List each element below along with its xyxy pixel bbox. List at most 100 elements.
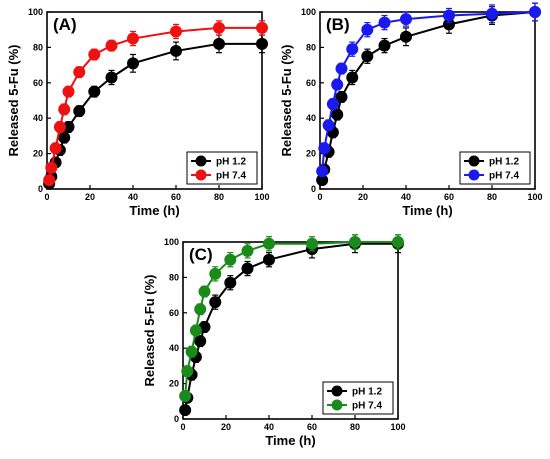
y-tick-label: 60 [33, 78, 43, 88]
x-tick-label: 100 [254, 192, 269, 202]
data-point [181, 365, 194, 378]
data-point [179, 389, 192, 402]
y-tick-label: 60 [169, 308, 179, 318]
series-1 [179, 234, 404, 402]
data-point [62, 121, 75, 134]
y-tick-label: 100 [301, 7, 316, 17]
data-point [331, 78, 344, 91]
data-point [105, 71, 118, 84]
legend-marker [468, 155, 480, 167]
data-point [361, 50, 374, 63]
x-axis-label: Time (h) [129, 203, 179, 218]
x-tick-label: 60 [307, 422, 317, 432]
x-tick-label: 0 [317, 192, 322, 202]
legend-label: pH 7.4 [352, 401, 382, 412]
chart-panel-0: 0 20 40 60 80 100 0 20 40 60 80 100 Time (h) Released… [6, 7, 270, 218]
y-tick-label: 60 [306, 78, 316, 88]
y-tick-label: 40 [33, 113, 43, 123]
data-point [241, 262, 254, 275]
x-tick-label: 100 [527, 192, 542, 202]
data-point [53, 121, 66, 134]
legend-label: pH 7.4 [489, 171, 519, 182]
data-point [443, 18, 455, 31]
data-point [443, 9, 455, 22]
x-tick-label: 0 [44, 192, 49, 202]
data-point [185, 345, 198, 358]
x-axis-label: Time (h) [265, 433, 315, 448]
x-tick-label: 0 [180, 422, 185, 432]
data-point [224, 253, 237, 266]
data-point [241, 244, 254, 257]
legend: pH 1.2 pH 7.4 [459, 151, 531, 185]
x-tick-label: 40 [401, 192, 411, 202]
data-point [486, 7, 498, 20]
x-axis-label: Time (h) [402, 203, 452, 218]
data-point [198, 285, 211, 298]
y-tick-label: 100 [28, 7, 43, 17]
chart-panel-1: 0 20 40 60 80 100 0 20 40 60 80 100 Time (h) Released… [279, 2, 543, 218]
panel-label: (A) [53, 15, 77, 34]
x-tick-label: 100 [390, 422, 405, 432]
x-tick-label: 20 [85, 192, 95, 202]
data-point [316, 165, 329, 178]
data-point [213, 37, 225, 50]
x-tick-label: 80 [350, 422, 360, 432]
x-tick-label: 80 [487, 192, 497, 202]
data-point [306, 237, 318, 250]
data-point [335, 90, 348, 103]
legend: pH 1.2 pH 7.4 [186, 151, 258, 185]
chart-panel-2: 0 20 40 60 80 100 0 20 40 60 80 100 Time (h) Released… [142, 234, 406, 448]
x-tick-label: 80 [214, 192, 224, 202]
data-point [189, 324, 202, 337]
data-point [400, 30, 412, 43]
plot-frame [319, 11, 536, 190]
data-point [49, 142, 62, 155]
data-point [335, 62, 348, 75]
y-tick-label: 40 [169, 343, 179, 353]
data-point [263, 237, 275, 250]
data-point [256, 37, 268, 50]
data-point [318, 142, 331, 155]
data-point [105, 39, 118, 52]
y-tick-label: 20 [306, 149, 316, 159]
data-point [170, 25, 182, 38]
data-point [127, 32, 139, 45]
data-point [346, 71, 359, 84]
series-1 [316, 2, 541, 178]
y-axis-label: Released 5-Fu (%) [279, 45, 294, 157]
data-point [263, 253, 275, 266]
data-point [256, 21, 268, 34]
data-point [224, 276, 237, 289]
series-line [321, 11, 536, 172]
data-point [127, 57, 139, 70]
legend-label: pH 1.2 [352, 387, 382, 398]
x-tick-label: 20 [221, 422, 231, 432]
data-point [322, 119, 335, 132]
data-point [73, 105, 86, 118]
data-point [378, 16, 391, 29]
legend-label: pH 1.2 [489, 157, 519, 168]
data-point [400, 13, 412, 26]
x-tick-label: 40 [264, 422, 274, 432]
data-point [58, 103, 71, 116]
plot-frame [46, 11, 263, 190]
x-tick-label: 40 [128, 192, 138, 202]
data-point [331, 108, 344, 121]
data-point [209, 296, 222, 309]
data-point [62, 85, 75, 98]
data-point [194, 303, 207, 316]
plot-frame [182, 241, 399, 420]
y-tick-label: 20 [33, 149, 43, 159]
data-point [194, 335, 207, 348]
y-tick-label: 80 [169, 272, 179, 282]
x-tick-label: 20 [358, 192, 368, 202]
y-tick-label: 20 [169, 379, 179, 389]
series-line [184, 241, 398, 397]
data-point [88, 48, 101, 61]
data-point [349, 236, 361, 248]
legend-marker [331, 399, 343, 411]
y-tick-label: 0 [311, 184, 316, 194]
legend-marker [468, 169, 480, 181]
legend-marker [195, 155, 207, 167]
